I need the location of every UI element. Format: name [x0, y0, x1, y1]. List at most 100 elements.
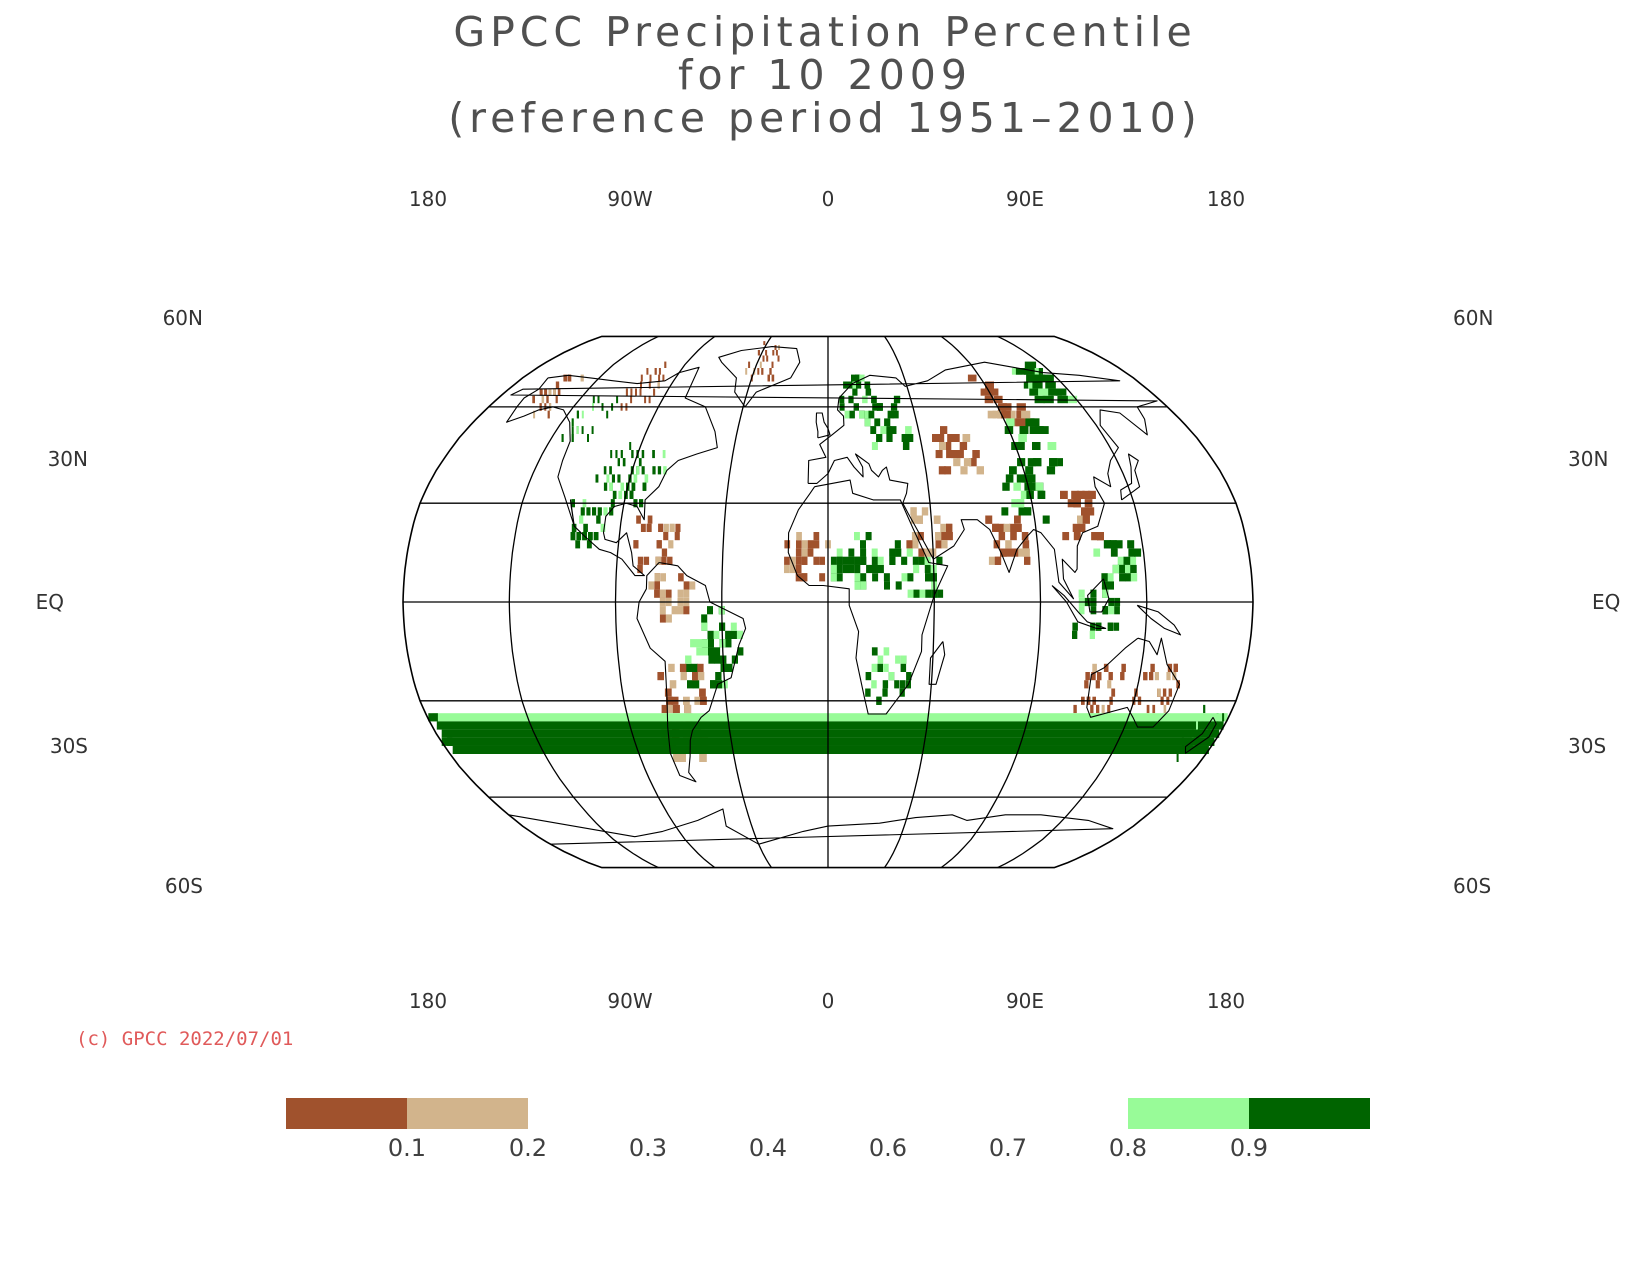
percentile-cell — [901, 434, 909, 442]
percentile-cell — [539, 388, 543, 396]
percentile-cell — [946, 523, 953, 532]
percentile-cell — [813, 540, 820, 549]
percentile-cell — [901, 573, 908, 582]
percentile-cell — [795, 564, 802, 574]
percentile-cell — [911, 515, 918, 524]
percentile-cell — [553, 388, 556, 396]
percentile-cell — [925, 589, 932, 598]
percentile-cell — [1107, 573, 1114, 582]
percentile-cell — [871, 442, 878, 450]
percentile-cell — [1143, 672, 1148, 681]
percentile-cell — [939, 442, 946, 450]
percentile-cell — [801, 548, 808, 557]
percentile-cell — [654, 589, 660, 598]
percentile-cell — [1091, 672, 1096, 681]
percentile-cell — [936, 556, 943, 565]
percentile-cell — [548, 388, 552, 396]
percentile-cell — [1109, 540, 1117, 549]
percentile-cell — [1051, 388, 1062, 396]
percentile-cell — [763, 341, 766, 346]
percentile-cell — [1030, 418, 1040, 427]
percentile-cell — [871, 647, 878, 656]
percentile-cell — [683, 606, 690, 615]
percentile-cell — [921, 507, 929, 516]
percentile-cell — [586, 507, 591, 516]
percentile-cell — [893, 395, 901, 404]
lon-label-top-90w: 90W — [607, 187, 652, 211]
percentile-cell — [851, 374, 856, 382]
percentile-cell — [807, 540, 814, 549]
percentile-cell — [1018, 507, 1026, 516]
percentile-cell — [1038, 388, 1049, 396]
percentile-cell — [637, 556, 644, 565]
percentile-cell — [555, 381, 560, 389]
percentile-cell — [1005, 474, 1014, 483]
percentile-cell — [1082, 515, 1090, 524]
percentile-cell — [561, 434, 564, 442]
percentile-cell — [654, 573, 661, 582]
legend-tick-label: 0.8 — [1109, 1134, 1147, 1162]
percentile-cell — [575, 540, 581, 549]
percentile-cell — [769, 368, 772, 375]
lon-label-bottom-0: 0 — [822, 989, 835, 1013]
percentile-cell — [612, 490, 617, 499]
percentile-cell — [1124, 564, 1131, 574]
percentile-cell — [1016, 474, 1025, 483]
percentile-cell — [714, 655, 721, 664]
percentile-cell — [771, 374, 775, 382]
percentile-cell — [685, 663, 693, 672]
percentile-cell — [737, 647, 744, 656]
percentile-cell — [588, 532, 593, 541]
percentile-cell — [672, 704, 680, 714]
percentile-cell — [658, 374, 661, 382]
percentile-cell — [889, 556, 896, 565]
percentile-cell — [801, 556, 808, 565]
percentile-cell — [761, 368, 764, 375]
legend-swatch-wet — [1128, 1098, 1249, 1129]
lon-label-top-180w: 180 — [409, 187, 447, 211]
percentile-cell — [912, 556, 919, 565]
percentile-cell — [571, 418, 574, 427]
percentile-cell — [887, 410, 894, 419]
percentile-cell — [640, 523, 646, 532]
percentile-cell — [1029, 388, 1040, 396]
percentile-cell — [884, 581, 890, 590]
lat-label-left-30s: 30S — [50, 734, 88, 758]
percentile-cell — [1078, 606, 1085, 615]
percentile-cell — [883, 573, 890, 582]
percentile-cell — [848, 395, 854, 404]
percentile-cell — [1101, 704, 1105, 714]
percentile-cell — [1034, 426, 1044, 434]
percentile-cell — [848, 548, 855, 557]
percentile-cell — [906, 548, 913, 557]
percentile-cell — [1162, 688, 1167, 697]
percentile-cell — [888, 672, 895, 681]
percentile-cell — [1027, 474, 1036, 483]
percentile-cell — [620, 482, 624, 491]
percentile-cell — [620, 450, 623, 459]
percentile-cell — [1016, 410, 1026, 419]
percentile-cell — [874, 418, 881, 427]
percentile-cell — [609, 466, 612, 475]
percentile-cell — [713, 630, 720, 639]
percentile-cell — [967, 374, 977, 382]
percentile-cell — [1096, 704, 1100, 714]
percentile-cell — [697, 672, 705, 681]
percentile-cell — [668, 540, 674, 549]
percentile-cell — [745, 368, 748, 375]
percentile-cell — [865, 672, 872, 681]
percentile-cell — [662, 450, 666, 459]
percentile-cell — [1114, 606, 1120, 615]
percentile-cell — [654, 581, 660, 590]
percentile-cell — [570, 532, 576, 541]
percentile-cell — [1019, 426, 1029, 434]
percentile-cell — [1045, 381, 1056, 389]
percentile-cell — [1125, 573, 1132, 582]
percentile-cell — [866, 564, 873, 574]
percentile-cell — [593, 532, 599, 541]
percentile-cell — [595, 474, 599, 483]
percentile-cell — [606, 474, 610, 483]
percentile-cell — [1154, 672, 1159, 681]
percentile-cell — [587, 434, 589, 442]
percentile-cell — [932, 434, 939, 442]
